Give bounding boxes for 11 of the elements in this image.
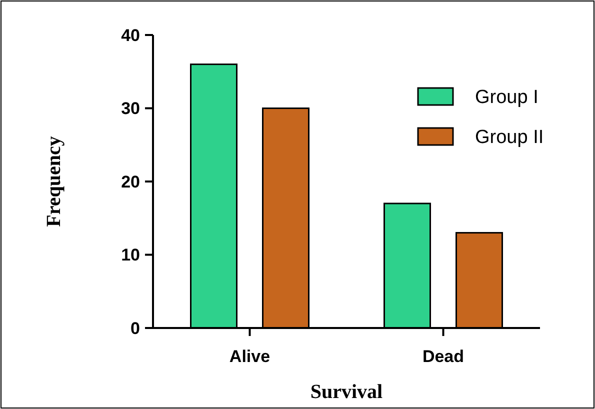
- x-axis-title: Survival: [310, 381, 384, 403]
- x-tick-label: Alive: [229, 347, 270, 366]
- y-tick-label: 10: [121, 246, 140, 265]
- legend-label: Group II: [475, 127, 544, 148]
- legend-label: Group I: [475, 87, 538, 108]
- y-axis-title: Frequency: [43, 136, 65, 227]
- y-tick-label: 0: [130, 318, 140, 338]
- y-tick-label: 40: [121, 26, 140, 45]
- x-tick-label: Dead: [422, 347, 464, 366]
- y-tick-label: 30: [121, 99, 140, 118]
- y-tick-label: 20: [121, 172, 140, 192]
